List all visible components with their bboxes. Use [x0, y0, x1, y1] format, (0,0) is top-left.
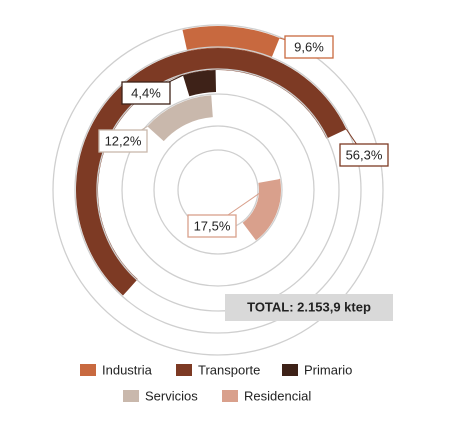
ring-track — [52, 24, 384, 356]
ring-bar — [147, 95, 214, 142]
legend-label: Primario — [304, 362, 352, 377]
ring-track — [121, 93, 315, 287]
ring-track — [153, 125, 283, 255]
legend-swatch — [80, 364, 96, 376]
ring-track — [74, 46, 362, 334]
ring-bar — [182, 70, 217, 97]
value-label: 17,5% — [194, 218, 231, 233]
legend-swatch — [222, 390, 238, 402]
legend-swatch — [282, 364, 298, 376]
value-label: 12,2% — [105, 133, 142, 148]
rings: 9,6% 56,3% 4,4% 12,2% 17,5% Industria Transpor… — [52, 24, 389, 403]
legend-label: Industria — [102, 362, 153, 377]
label-box — [121, 81, 171, 105]
label-box — [339, 143, 389, 167]
label-box — [98, 129, 148, 153]
total-label: TOTAL: 2.153,9 ktep — [247, 299, 371, 314]
ring-bar — [182, 26, 280, 59]
label-box — [187, 214, 237, 238]
value-label: 56,3% — [346, 147, 383, 162]
legend-swatch — [123, 390, 139, 402]
label-box — [284, 35, 334, 59]
legend-label: Transporte — [198, 362, 260, 377]
total-box — [225, 294, 393, 321]
legend-swatch — [176, 364, 192, 376]
value-label: 9,6% — [294, 39, 324, 54]
ring-track — [96, 68, 340, 312]
legend-label: Residencial — [244, 388, 311, 403]
legend-label: Servicios — [145, 388, 198, 403]
value-label: 4,4% — [131, 85, 161, 100]
